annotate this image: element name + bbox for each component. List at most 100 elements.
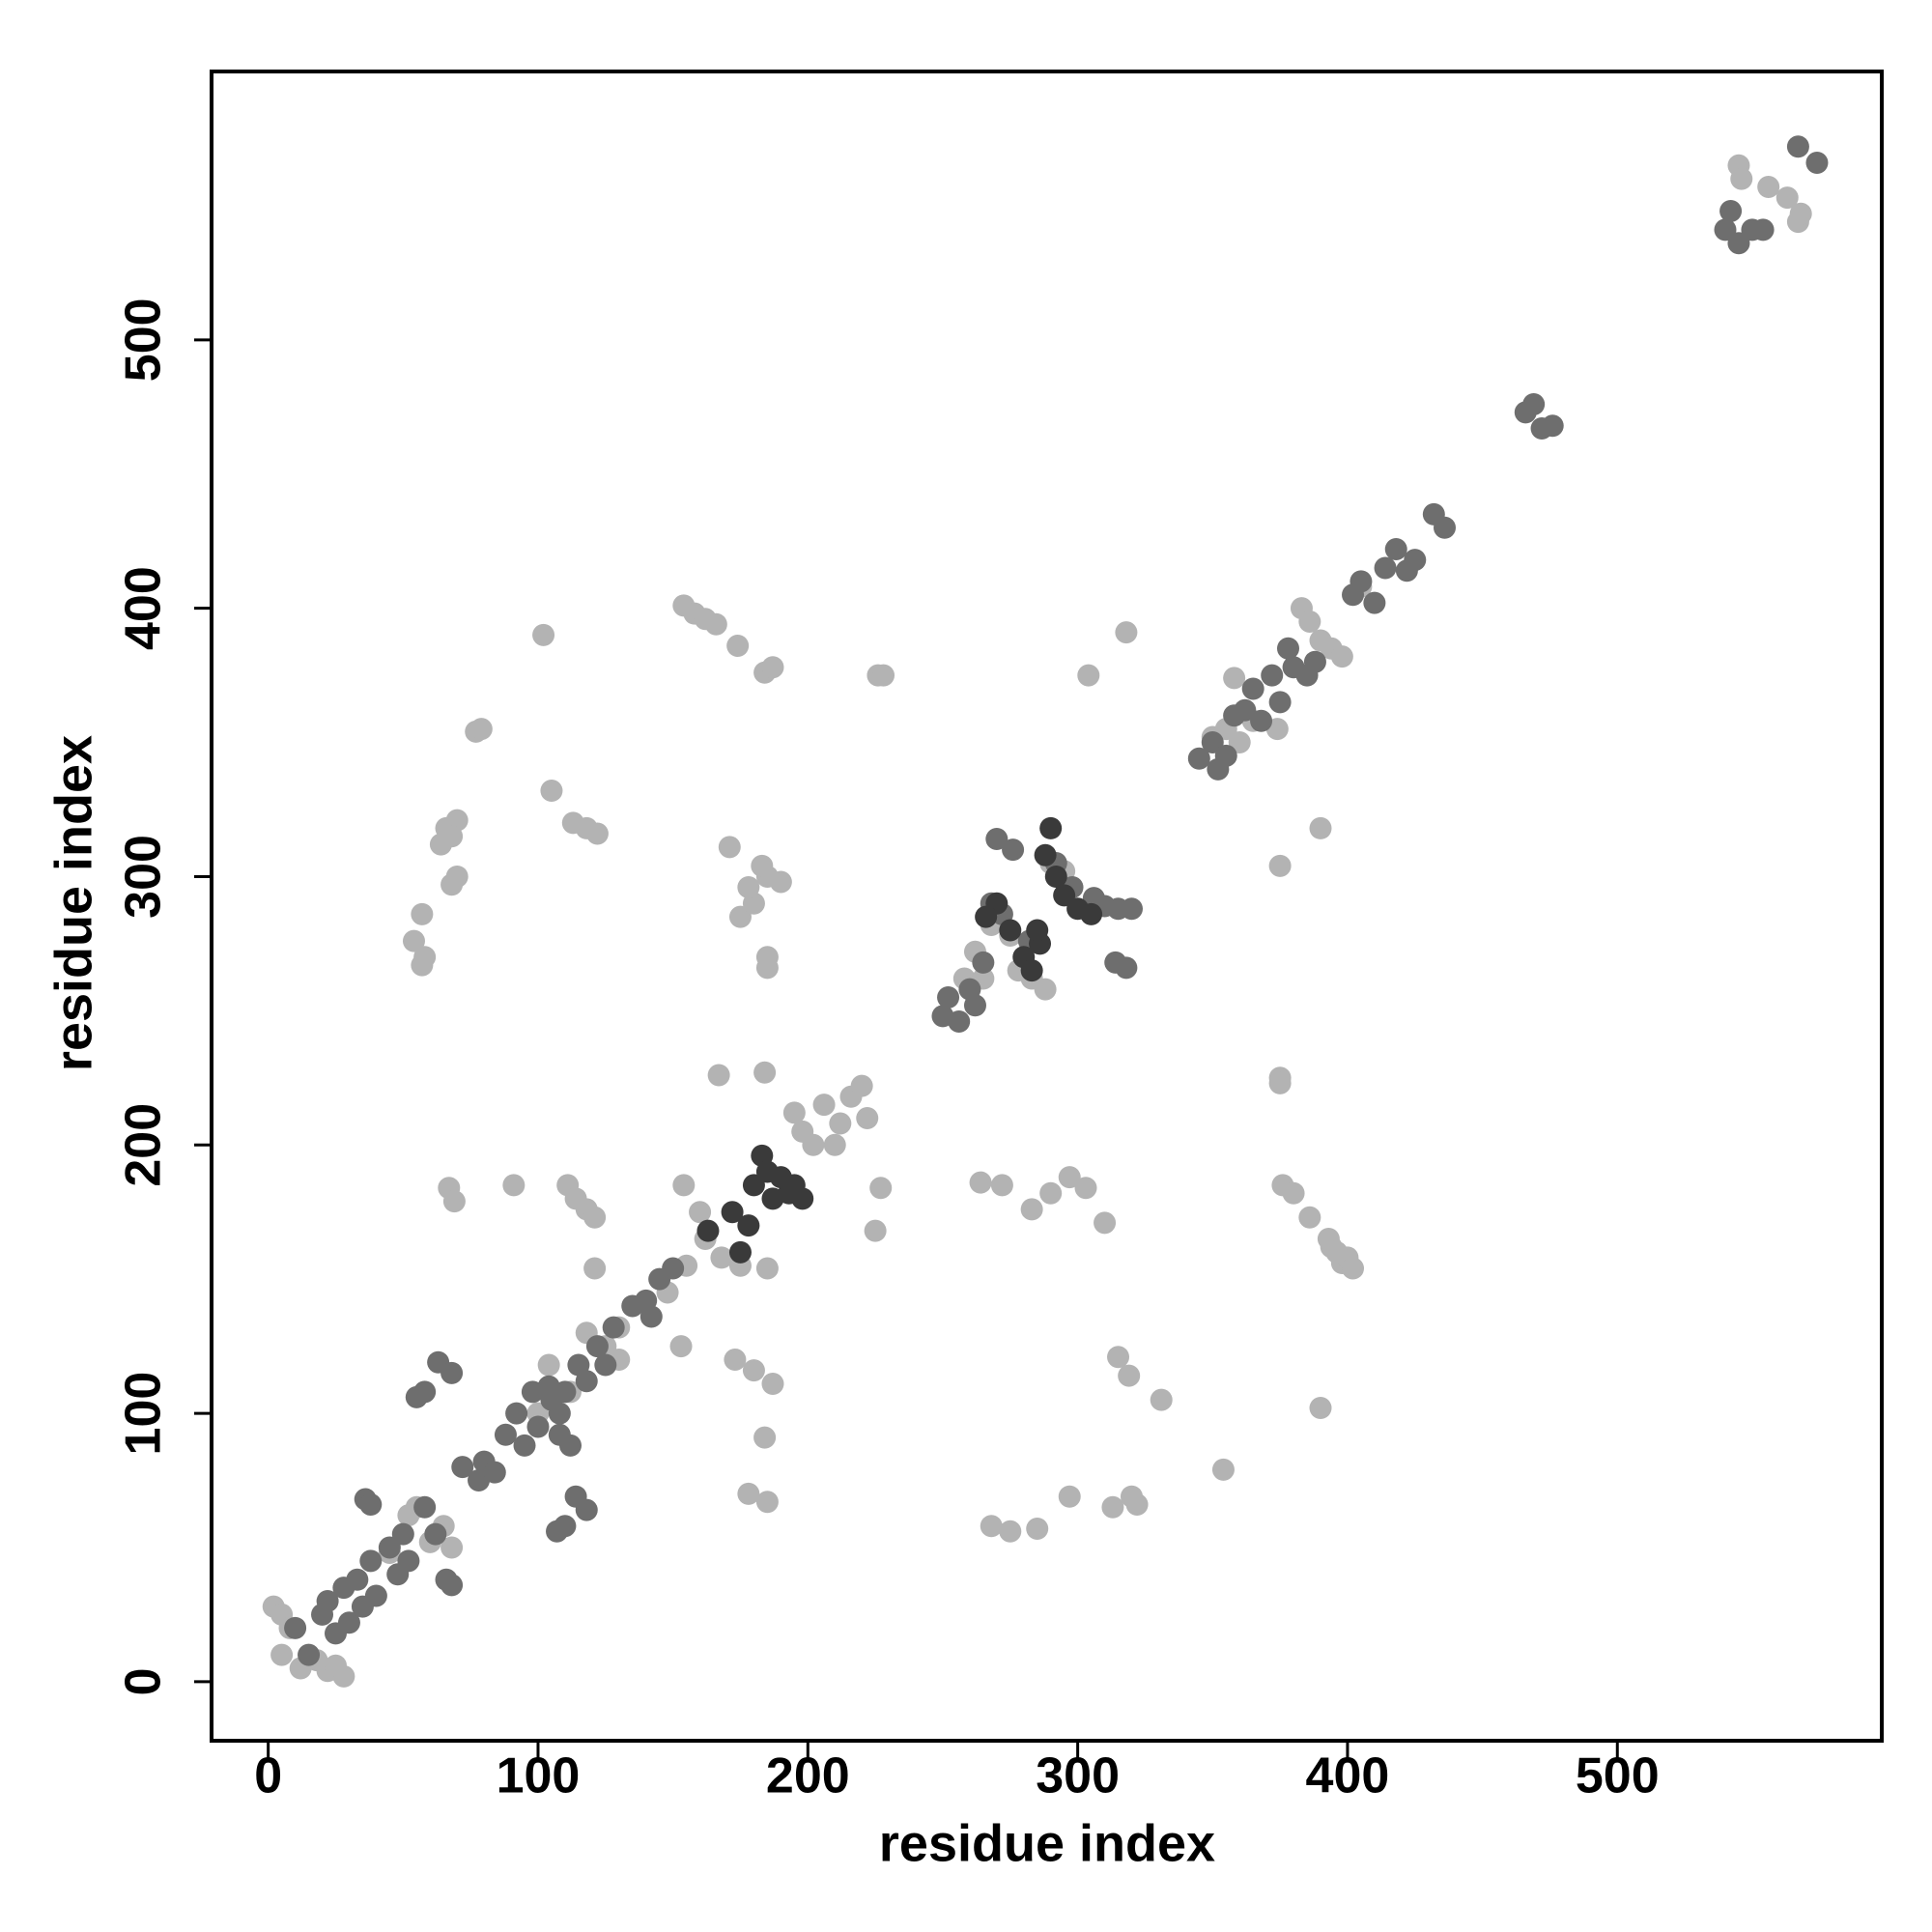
point: [812, 1094, 836, 1117]
y-tick-label: 0: [116, 1667, 172, 1695]
point: [532, 623, 555, 646]
point: [1730, 167, 1753, 190]
point: [554, 1515, 577, 1538]
point: [761, 1373, 784, 1396]
point: [1150, 1388, 1173, 1411]
point: [1034, 978, 1057, 1001]
point: [1101, 1495, 1124, 1519]
point: [337, 1611, 360, 1634]
point: [583, 1206, 607, 1229]
point: [1118, 1364, 1141, 1387]
point: [284, 1616, 307, 1639]
point: [513, 1434, 536, 1457]
x-tick-label: 200: [766, 1748, 850, 1804]
point: [494, 1423, 517, 1446]
point: [324, 1654, 347, 1677]
point: [378, 1536, 401, 1559]
x-tick-label: 0: [254, 1748, 282, 1804]
point: [1342, 1257, 1365, 1280]
point: [1309, 816, 1332, 839]
point: [1751, 218, 1775, 242]
point: [726, 635, 750, 658]
point: [1757, 175, 1780, 198]
y-tick-label: 400: [116, 566, 172, 650]
point: [1298, 611, 1321, 634]
point: [669, 1335, 693, 1358]
point: [999, 1520, 1022, 1543]
point: [1309, 1397, 1332, 1420]
point: [1268, 854, 1292, 877]
point: [1384, 538, 1407, 561]
point: [985, 828, 1009, 851]
point: [1074, 1177, 1097, 1200]
point: [391, 1522, 414, 1546]
point: [1250, 709, 1273, 732]
point: [1805, 151, 1829, 174]
point: [483, 1461, 506, 1484]
point: [1268, 1071, 1292, 1094]
point: [359, 1549, 383, 1573]
point: [440, 1361, 464, 1384]
point: [829, 1112, 852, 1135]
point: [1094, 1211, 1117, 1235]
x-tick-label: 300: [1036, 1748, 1120, 1804]
point: [1115, 956, 1138, 980]
point: [1234, 698, 1257, 722]
y-tick-label: 500: [116, 298, 172, 382]
x-tick-label: 500: [1576, 1748, 1660, 1804]
point: [689, 1201, 712, 1224]
point: [548, 1423, 571, 1446]
point: [1187, 747, 1210, 770]
point: [346, 1568, 369, 1591]
point: [397, 1549, 420, 1573]
point: [1058, 1485, 1081, 1508]
point: [710, 1246, 733, 1269]
point: [445, 865, 469, 888]
point: [753, 1426, 777, 1449]
point: [270, 1643, 294, 1666]
point: [1786, 135, 1809, 158]
point: [696, 1219, 720, 1242]
point: [1433, 516, 1456, 539]
point: [1789, 202, 1812, 225]
x-axis-title: residue index: [879, 1814, 1215, 1872]
point: [1223, 667, 1246, 690]
point: [769, 870, 792, 894]
point: [1522, 392, 1546, 415]
point: [583, 1257, 607, 1280]
point: [1026, 919, 1049, 942]
plot-frame: [210, 70, 1884, 1743]
point: [1077, 664, 1100, 687]
point: [823, 1133, 846, 1156]
point: [451, 1456, 474, 1479]
point: [1020, 959, 1043, 982]
point: [975, 905, 998, 928]
point: [298, 1643, 321, 1666]
point: [969, 1171, 992, 1194]
point: [856, 1106, 879, 1129]
point: [585, 1335, 609, 1358]
point: [316, 1590, 339, 1613]
point: [1303, 650, 1326, 673]
point: [1107, 1346, 1130, 1369]
point: [802, 1133, 825, 1156]
point: [1039, 1181, 1063, 1205]
point: [742, 1174, 765, 1197]
point: [1325, 1240, 1349, 1264]
y-axis-title: residue index: [44, 735, 102, 1071]
point: [648, 1267, 671, 1291]
point: [1776, 186, 1799, 210]
y-tick-label: 200: [116, 1103, 172, 1187]
y-tick-label: 300: [116, 835, 172, 919]
point: [1261, 664, 1284, 687]
point: [704, 612, 727, 636]
point: [1727, 232, 1750, 255]
point: [1044, 865, 1067, 888]
point: [442, 1190, 466, 1213]
point: [594, 1353, 617, 1377]
point: [963, 994, 986, 1017]
point: [1404, 549, 1427, 572]
point: [742, 1359, 765, 1382]
